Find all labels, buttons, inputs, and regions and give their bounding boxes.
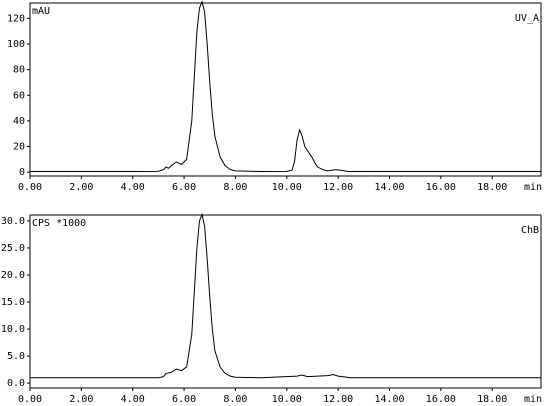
x-tick-label: 14.00: [374, 394, 404, 405]
x-tick-label: 10.00: [272, 394, 302, 405]
x-tick-label: 12.00: [323, 394, 353, 405]
x-tick-label: 8.00: [223, 182, 247, 193]
channel-label: ChB: [521, 225, 539, 236]
x-tick-label: 4.00: [121, 182, 145, 193]
y-tick-label: 25.0: [1, 243, 25, 254]
y-tick-label: 10.0: [1, 324, 25, 335]
x-tick-label: 0.00: [18, 182, 42, 193]
x-tick-label: 14.00: [374, 182, 404, 193]
y-tick-label: 0.0: [7, 378, 25, 389]
y-tick-label: 5.0: [7, 351, 25, 362]
y-axis-label: CPS *1000: [32, 218, 86, 229]
plot-frame: [29, 2, 542, 177]
x-tick-label: 12.00: [323, 182, 353, 193]
x-tick-label: 6.00: [172, 182, 196, 193]
x-tick-label: 8.00: [223, 394, 247, 405]
y-tick-label: 20.0: [1, 270, 25, 281]
x-tick-label: 0.00: [18, 394, 42, 405]
x-tick-label: 18.00: [477, 182, 507, 193]
x-tick-label: 18.00: [477, 394, 507, 405]
y-tick-label: 120: [7, 13, 25, 24]
y-tick-label: 0: [19, 167, 25, 178]
x-axis-label: min: [524, 182, 542, 193]
y-tick-label: 20: [13, 142, 25, 153]
x-tick-label: 10.00: [272, 182, 302, 193]
x-tick-label: 6.00: [172, 394, 196, 405]
x-tick-label: 16.00: [426, 394, 456, 405]
plot-frame: [29, 214, 542, 389]
x-tick-label: 16.00: [426, 182, 456, 193]
signal-trace: [30, 0, 541, 173]
y-tick-label: 40: [13, 116, 25, 127]
channel-label: UV_A: [515, 13, 539, 24]
y-tick-label: 80: [13, 65, 25, 76]
x-axis-label: min: [524, 394, 542, 405]
x-tick-label: 2.00: [69, 182, 93, 193]
y-tick-label: 15.0: [1, 297, 25, 308]
signal-trace: [30, 212, 541, 379]
x-tick-label: 4.00: [121, 394, 145, 405]
y-tick-label: 30.0: [1, 216, 25, 227]
y-tick-label: 100: [7, 39, 25, 50]
x-tick-label: 2.00: [69, 394, 93, 405]
y-axis-label: mAU: [32, 6, 50, 17]
y-tick-label: 60: [13, 90, 25, 101]
